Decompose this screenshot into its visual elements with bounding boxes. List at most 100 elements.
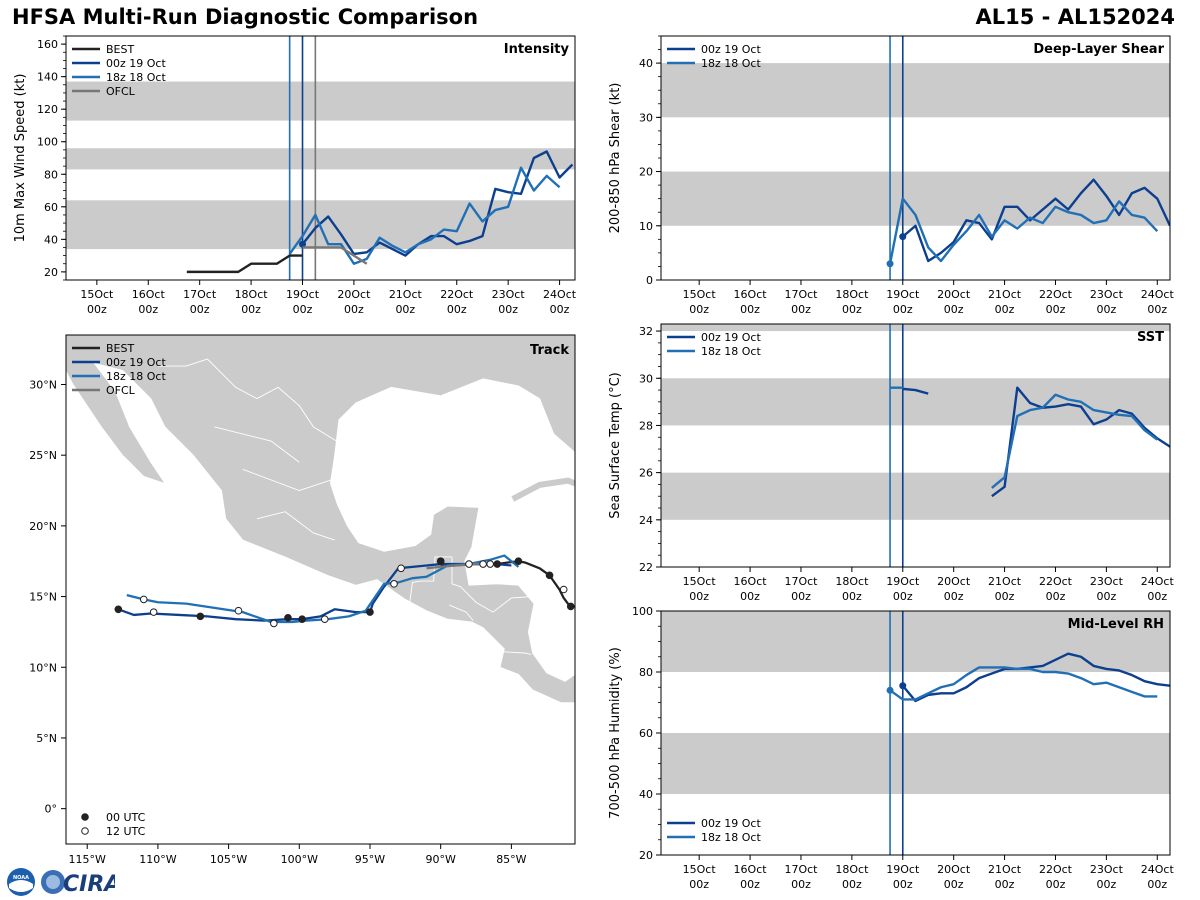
y-tick-label: 28 [639,419,653,432]
marker-legend-symbol [81,827,89,835]
y-tick-label: 20 [44,266,58,279]
series-line-run1 [902,387,929,395]
x-tick-day: 17Oct [784,863,818,876]
x-tick-day: 20Oct [937,863,971,876]
panel-label: Track [530,343,569,358]
y-tick-label: 140 [37,71,58,84]
legend-label: 00z 19 Oct [701,43,761,56]
x-tick-day: 16Oct [132,288,166,301]
x-tick-label: 85°W [496,853,526,866]
panel-label: Intensity [504,42,570,57]
x-tick-hour: 00z [1096,590,1116,603]
threshold-band [661,324,1170,332]
x-tick-day: 22Oct [1039,575,1073,588]
x-tick-day: 23Oct [1090,575,1124,588]
y-tick-label: 80 [44,168,58,181]
marker-legend-label: 12 UTC [106,825,146,838]
y-tick-label: 160 [37,38,58,51]
x-tick-day: 19Oct [886,575,920,588]
series-start-point [886,686,894,694]
x-tick-day: 23Oct [1090,863,1124,876]
series-line-run1 [901,652,1170,703]
x-tick-day: 22Oct [1039,863,1073,876]
x-tick-day: 15Oct [683,863,717,876]
threshold-band [66,81,575,121]
x-tick-day: 17Oct [784,288,818,301]
threshold-band [661,63,1170,118]
panel-sst: 22 24 26 28 30 32 15Oct 00z 16Oct 00z 17Oct 00z 18Oc… [608,323,1175,603]
x-tick-hour: 00z [740,590,760,603]
track-point-00utc [545,571,554,580]
x-tick-hour: 00z [893,303,913,316]
x-tick-hour: 00z [1147,303,1167,316]
y-axis-label: 200-850 hPa Shear (kt) [608,83,623,234]
legend-label: 18z 18 Oct [701,345,761,358]
x-tick-hour: 00z [740,303,760,316]
x-tick-hour: 00z [293,303,313,316]
track-point-12utc [139,595,148,604]
panel-intensity: 20 40 60 80 100 120 140 160 15Oct 00z 16Oct 00z 17Oc… [13,35,577,316]
x-tick-hour: 00z [1096,303,1116,316]
y-tick-label: 10 [639,220,653,233]
border-line [451,583,533,613]
x-tick-day: 20Oct [937,575,971,588]
legend-label: 18z 18 Oct [106,71,166,84]
x-tick-hour: 00z [395,303,415,316]
y-tick-label: 40 [44,233,58,246]
border-line [448,604,474,621]
x-tick-day: 16Oct [734,575,768,588]
y-tick-label: 60 [639,727,653,740]
track-point-12utc [320,615,329,623]
x-tick-day: 18Oct [835,575,869,588]
x-tick-day: 23Oct [1090,288,1124,301]
x-tick-day: 20Oct [937,288,971,301]
y-tick-label: 24 [639,514,653,527]
x-tick-hour: 00z [447,303,467,316]
y-tick-label: 20°N [29,520,57,533]
x-tick-label: 115°W [69,853,106,866]
x-tick-day: 22Oct [1039,288,1073,301]
threshold-band [661,472,1170,520]
x-tick-day: 24Oct [1141,575,1175,588]
x-tick-hour: 00z [995,303,1015,316]
track-point-12utc [465,560,473,568]
x-tick-day: 22Oct [440,288,474,301]
x-tick-day: 20Oct [337,288,371,301]
y-axis-label: Sea Surface Temp (°C) [608,372,623,519]
svg-text:NOAA: NOAA [13,875,29,881]
plot-frame [65,334,576,845]
cuba-island [511,477,575,502]
panel-shear: 0 10 20 30 40 15Oct 00z 16Oct 00z 17Oct 00z 18Oct 00… [608,35,1174,316]
y-axis-label: 10m Max Wind Speed (kt) [13,74,28,243]
series-line-run2 [288,166,561,265]
panel-rh: 20 40 60 80 100 15Oct 00z 16Oct 00z 17Oct 00z 18Oct… [608,605,1174,891]
x-tick-label: 110°W [139,853,176,866]
y-tick-label: 100 [37,136,58,149]
y-tick-label: 30 [639,111,653,124]
track-point-12utc [486,560,494,568]
y-tick-label: 22 [639,561,653,574]
x-tick-hour: 00z [842,590,862,603]
cira-logo: NOAA CIRA [7,868,115,897]
series-start-point [299,240,307,248]
track-point-12utc [390,580,398,588]
panel-label: Deep-Layer Shear [1033,42,1164,57]
x-tick-label: 105°W [210,853,247,866]
panel-track: 115°W 110°W 105°W 100°W 95°W 90°W 85°W 0° 5°N 10°… [29,334,576,866]
x-tick-day: 16Oct [734,863,768,876]
x-tick-day: 24Oct [1141,863,1175,876]
x-tick-label: 95°W [355,853,385,866]
y-tick-label: 60 [44,201,58,214]
land-mass [66,335,575,704]
y-tick-label: 100 [632,605,653,618]
x-tick-hour: 00z [689,878,709,891]
x-tick-hour: 00z [190,303,210,316]
series-line-run2 [991,393,1158,489]
x-tick-hour: 00z [740,878,760,891]
x-tick-hour: 00z [87,303,107,316]
track-point-00utc [196,612,205,621]
y-tick-label: 5°N [36,732,57,745]
series-start-point [899,233,907,241]
x-tick-day: 21Oct [389,288,423,301]
x-tick-hour: 00z [842,303,862,316]
